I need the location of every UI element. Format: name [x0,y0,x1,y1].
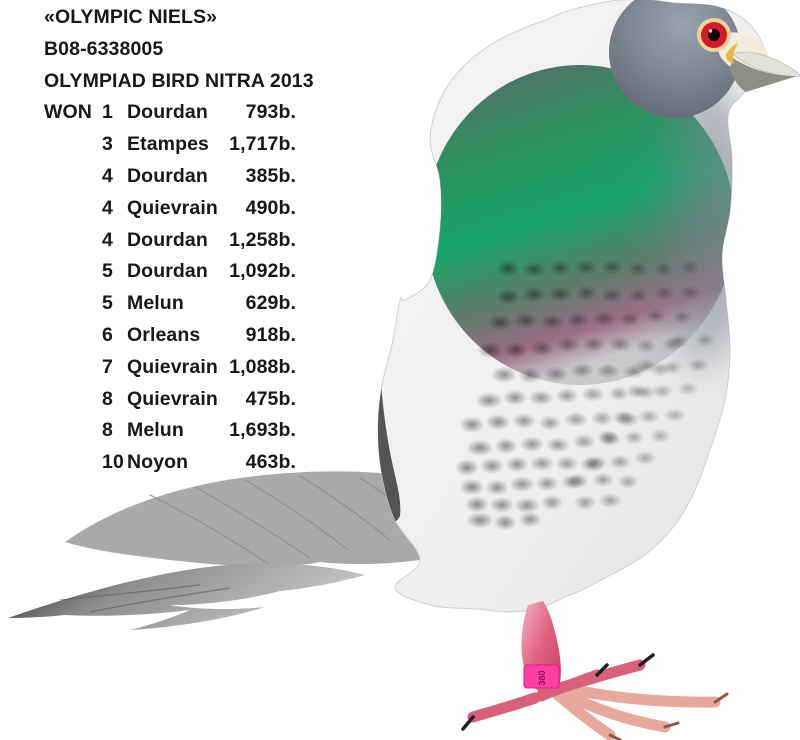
svg-text:380: 380 [537,670,547,685]
